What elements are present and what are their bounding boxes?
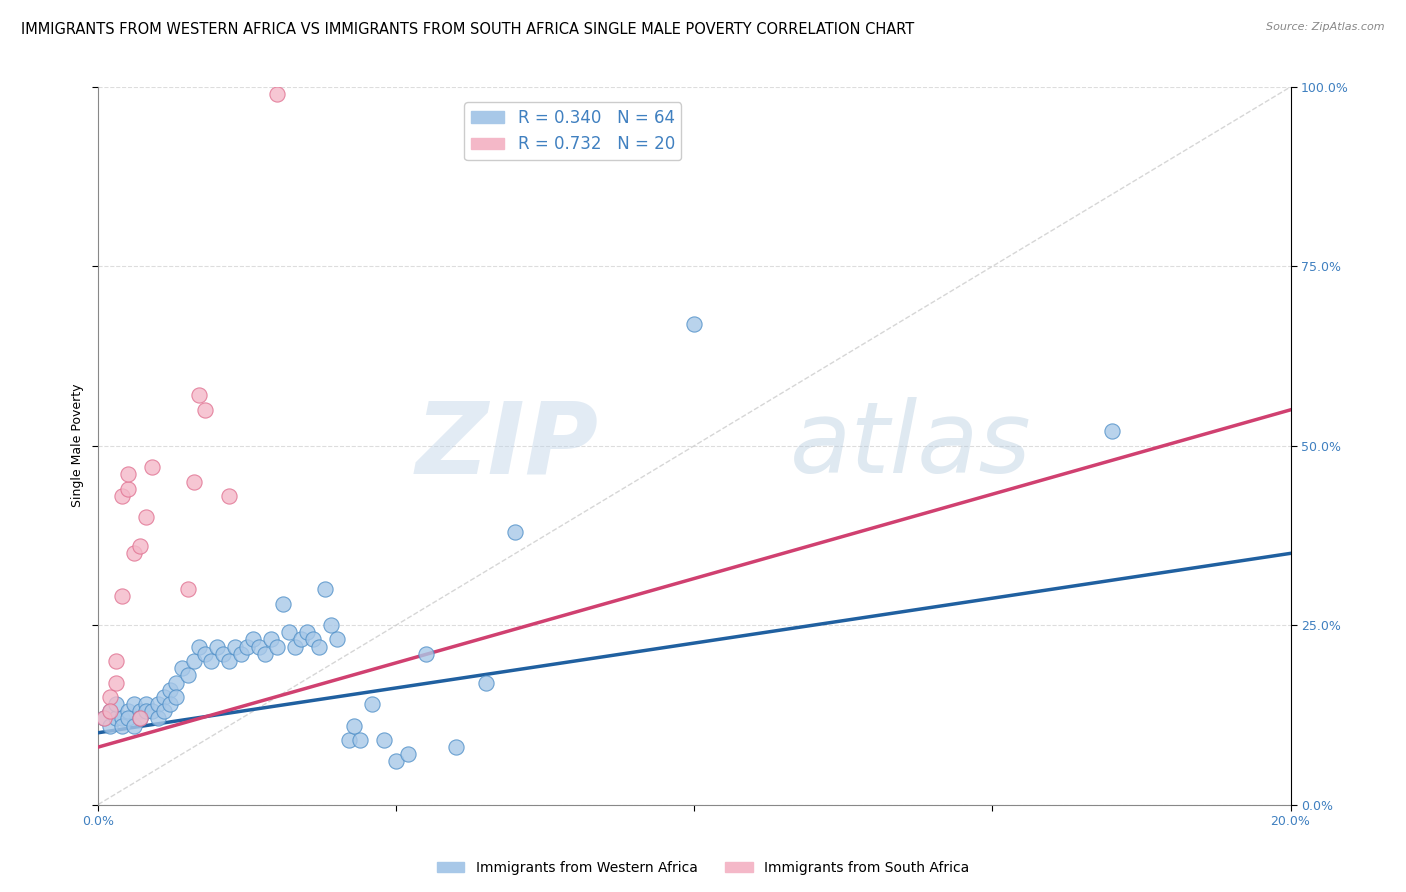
Point (146, 697, 169, 711)
Point (343, 718, 366, 732)
Point (146, 711, 169, 725)
Point (415, 647, 437, 661)
Point (105, 675, 128, 690)
Point (373, 733, 395, 747)
Point (135, 510, 157, 524)
Point (218, 654, 240, 668)
Text: ZIP: ZIP (416, 397, 599, 494)
Point (128, 704, 150, 718)
Point (1101, 425, 1123, 439)
Point (319, 618, 342, 632)
Point (128, 711, 150, 725)
Point (385, 755, 408, 769)
Point (152, 690, 174, 704)
Point (284, 640, 307, 654)
Point (111, 590, 134, 604)
Point (122, 697, 145, 711)
Point (231, 647, 253, 661)
Point (236, 640, 259, 654)
Point (266, 640, 288, 654)
Point (224, 640, 246, 654)
Point (361, 697, 384, 711)
Point (325, 632, 347, 647)
Point (247, 640, 270, 654)
Point (111, 711, 134, 725)
Point (111, 489, 134, 503)
Point (277, 625, 299, 640)
Point (474, 675, 496, 690)
Point (93, 711, 115, 725)
Point (135, 697, 157, 711)
Point (117, 467, 139, 482)
Point (105, 697, 128, 711)
Point (170, 661, 193, 675)
Point (165, 675, 187, 690)
Point (98, 704, 121, 718)
Point (135, 704, 157, 718)
Point (207, 640, 229, 654)
Point (183, 654, 205, 668)
Point (98, 690, 121, 704)
Point (301, 632, 323, 647)
Point (212, 647, 235, 661)
Point (141, 460, 163, 475)
Point (242, 632, 264, 647)
Point (98, 704, 121, 718)
Point (183, 475, 205, 489)
Point (194, 402, 217, 417)
Point (314, 582, 336, 597)
Point (128, 711, 150, 725)
Text: atlas: atlas (790, 397, 1032, 494)
Legend: Immigrants from Western Africa, Immigrants from South Africa: Immigrants from Western Africa, Immigran… (432, 855, 974, 880)
Point (505, 524, 527, 539)
Point (308, 640, 330, 654)
Point (117, 711, 139, 725)
Point (396, 747, 419, 762)
Point (188, 640, 211, 654)
Text: IMMIGRANTS FROM WESTERN AFRICA VS IMMIGRANTS FROM SOUTH AFRICA SINGLE MALE POVER: IMMIGRANTS FROM WESTERN AFRICA VS IMMIGR… (21, 22, 914, 37)
Point (194, 647, 217, 661)
Point (159, 697, 181, 711)
Point (271, 597, 294, 611)
Point (295, 625, 318, 640)
Point (683, 317, 706, 331)
Point (266, 87, 288, 101)
Point (260, 632, 283, 647)
Point (105, 654, 128, 668)
Point (122, 718, 145, 732)
Point (444, 740, 467, 755)
Point (152, 704, 174, 718)
Point (176, 668, 198, 682)
Point (165, 690, 187, 704)
Point (349, 733, 371, 747)
Point (122, 546, 145, 560)
Point (176, 582, 198, 597)
Point (337, 733, 360, 747)
Point (290, 632, 312, 647)
Point (128, 539, 150, 553)
Point (200, 654, 222, 668)
Point (93, 711, 115, 725)
Legend: R = 0.340   N = 64, R = 0.732   N = 20: R = 0.340 N = 64, R = 0.732 N = 20 (464, 103, 682, 160)
Text: Source: ZipAtlas.com: Source: ZipAtlas.com (1267, 22, 1385, 32)
Point (188, 388, 211, 402)
Point (98, 718, 121, 732)
Point (141, 704, 163, 718)
Point (117, 704, 139, 718)
Point (105, 711, 128, 725)
Point (218, 489, 240, 503)
Point (117, 482, 139, 496)
Point (254, 647, 277, 661)
Point (159, 682, 181, 697)
Point (111, 718, 134, 732)
Y-axis label: Single Male Poverty: Single Male Poverty (72, 384, 84, 508)
